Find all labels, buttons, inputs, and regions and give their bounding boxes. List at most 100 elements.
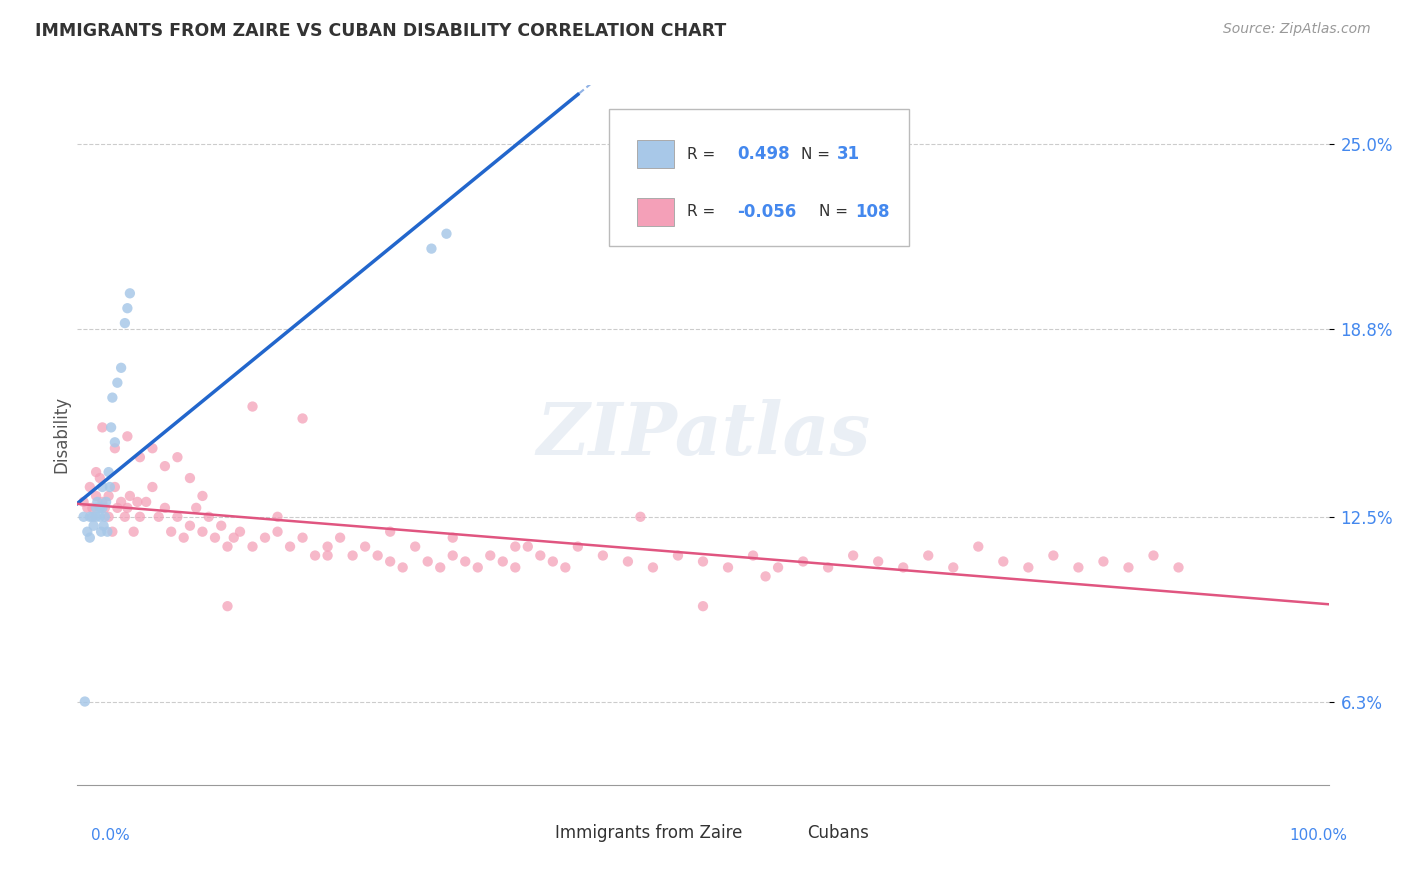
Point bbox=[630, 509, 652, 524]
Point bbox=[242, 540, 264, 554]
Point bbox=[917, 549, 939, 563]
Point bbox=[91, 500, 114, 515]
Y-axis label: Disability: Disability bbox=[52, 396, 70, 474]
Point bbox=[891, 560, 914, 574]
Point bbox=[441, 549, 464, 563]
Text: ZIPatlas: ZIPatlas bbox=[536, 400, 870, 470]
Point bbox=[692, 554, 714, 568]
Point bbox=[79, 531, 101, 545]
Point bbox=[204, 531, 226, 545]
Point bbox=[94, 509, 117, 524]
Point bbox=[79, 509, 101, 524]
Point bbox=[229, 524, 252, 539]
Point bbox=[291, 531, 314, 545]
Point bbox=[754, 569, 776, 583]
Point bbox=[191, 524, 214, 539]
Point bbox=[717, 560, 740, 574]
Text: 0.0%: 0.0% bbox=[91, 828, 131, 843]
Text: 100.0%: 100.0% bbox=[1289, 828, 1347, 843]
Point bbox=[666, 549, 689, 563]
Point bbox=[467, 560, 489, 574]
Point bbox=[72, 495, 94, 509]
Point bbox=[129, 509, 152, 524]
Point bbox=[76, 524, 98, 539]
Point bbox=[436, 227, 458, 241]
Point bbox=[104, 442, 127, 456]
Point bbox=[84, 500, 107, 515]
Point bbox=[742, 549, 765, 563]
Point bbox=[90, 524, 112, 539]
Point bbox=[817, 560, 839, 574]
Point bbox=[79, 480, 101, 494]
Point bbox=[122, 524, 145, 539]
Point bbox=[91, 495, 114, 509]
Point bbox=[1042, 549, 1064, 563]
Point bbox=[792, 554, 814, 568]
Point bbox=[516, 540, 538, 554]
Point bbox=[166, 509, 188, 524]
Point bbox=[1067, 560, 1090, 574]
Point bbox=[592, 549, 614, 563]
Point bbox=[117, 301, 139, 316]
Point bbox=[83, 518, 105, 533]
Text: Immigrants from Zaire: Immigrants from Zaire bbox=[555, 824, 742, 842]
Point bbox=[1017, 560, 1039, 574]
Text: -0.056: -0.056 bbox=[737, 202, 796, 220]
Point bbox=[105, 500, 128, 515]
Point bbox=[114, 316, 136, 330]
Point bbox=[404, 540, 426, 554]
Text: 0.498: 0.498 bbox=[737, 145, 789, 163]
Point bbox=[354, 540, 377, 554]
Point bbox=[91, 420, 114, 434]
Point bbox=[94, 500, 117, 515]
Point bbox=[173, 531, 195, 545]
Point bbox=[84, 465, 107, 479]
Text: N =: N = bbox=[820, 204, 848, 219]
Point bbox=[342, 549, 364, 563]
Point bbox=[153, 459, 176, 474]
Point bbox=[76, 500, 98, 515]
Point bbox=[291, 411, 314, 425]
FancyBboxPatch shape bbox=[609, 109, 910, 246]
Point bbox=[503, 560, 526, 574]
Point bbox=[222, 531, 245, 545]
Point bbox=[429, 560, 451, 574]
Point bbox=[967, 540, 990, 554]
Text: Source: ZipAtlas.com: Source: ZipAtlas.com bbox=[1223, 22, 1371, 37]
Point bbox=[141, 480, 163, 494]
Point bbox=[492, 554, 515, 568]
Text: IMMIGRANTS FROM ZAIRE VS CUBAN DISABILITY CORRELATION CHART: IMMIGRANTS FROM ZAIRE VS CUBAN DISABILIT… bbox=[35, 22, 727, 40]
Point bbox=[153, 500, 176, 515]
Point bbox=[378, 554, 402, 568]
Point bbox=[117, 500, 139, 515]
Point bbox=[554, 560, 576, 574]
Point bbox=[197, 509, 219, 524]
Point bbox=[617, 554, 640, 568]
Text: 108: 108 bbox=[856, 202, 890, 220]
Point bbox=[1142, 549, 1164, 563]
Point bbox=[98, 480, 121, 494]
Point bbox=[114, 509, 136, 524]
Point bbox=[378, 524, 402, 539]
Point bbox=[253, 531, 276, 545]
Point bbox=[110, 360, 132, 375]
Point bbox=[416, 554, 439, 568]
Point bbox=[117, 429, 139, 443]
Point bbox=[110, 495, 132, 509]
FancyBboxPatch shape bbox=[637, 198, 675, 226]
Point bbox=[266, 524, 288, 539]
Point bbox=[641, 560, 664, 574]
Point bbox=[118, 489, 141, 503]
Point bbox=[217, 599, 239, 614]
Point bbox=[100, 420, 122, 434]
Point bbox=[91, 480, 114, 494]
Point bbox=[441, 531, 464, 545]
Point bbox=[84, 509, 107, 524]
Text: Cubans: Cubans bbox=[807, 824, 869, 842]
Point bbox=[692, 599, 714, 614]
FancyBboxPatch shape bbox=[637, 140, 675, 168]
Text: 31: 31 bbox=[837, 145, 860, 163]
Point bbox=[101, 391, 124, 405]
Point bbox=[101, 524, 124, 539]
Point bbox=[391, 560, 413, 574]
